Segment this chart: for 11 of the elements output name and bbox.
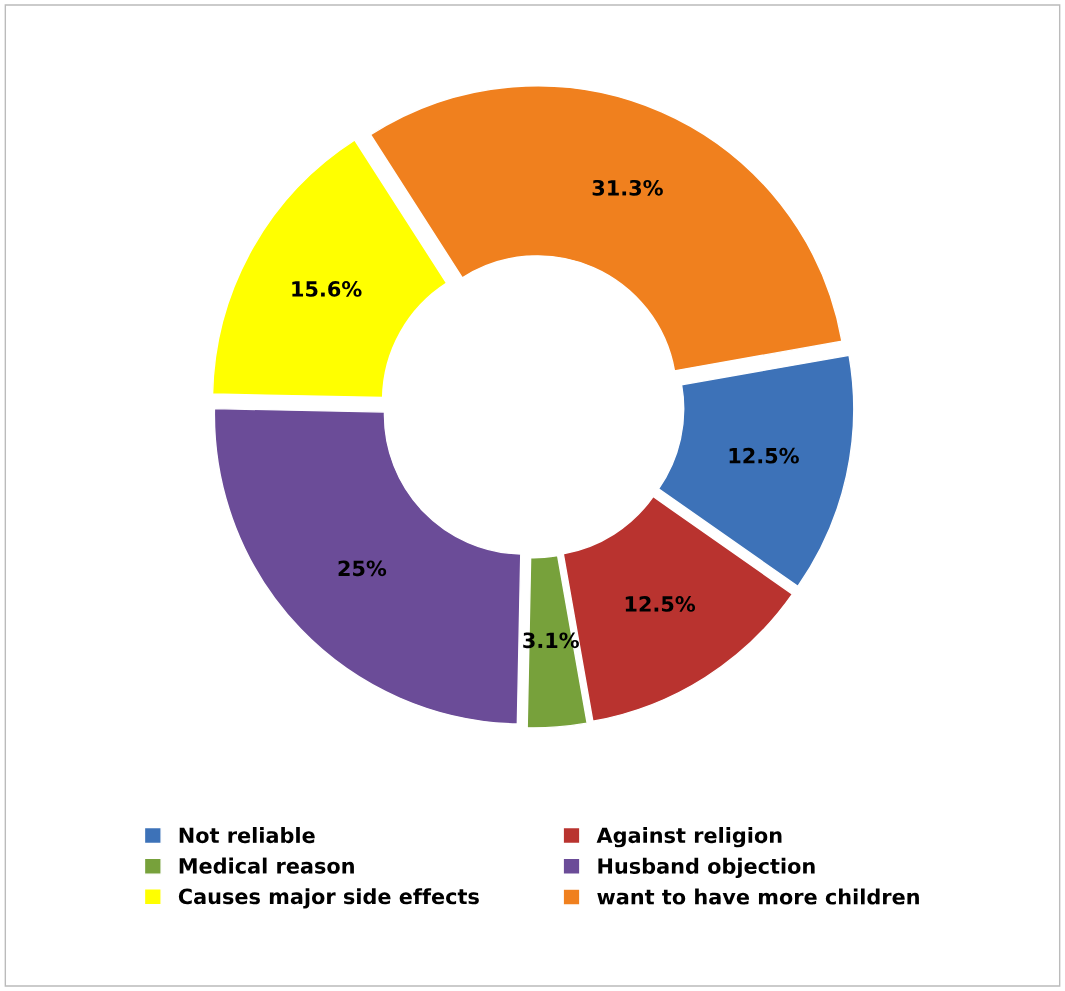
legend-label: Medical reason <box>179 857 354 874</box>
legend-label: Causes major side effects <box>178 888 479 909</box>
data-label: 12.5% <box>625 596 696 612</box>
data-label: 15.6% <box>292 281 362 297</box>
data-label: 25% <box>338 560 387 577</box>
legend-label: Not reliable <box>179 827 315 844</box>
data-label: 31.3% <box>592 179 663 196</box>
legend-label: Against religion <box>596 827 782 848</box>
legend-label: Husband objection <box>598 857 815 879</box>
data-label: 12.5% <box>729 447 799 464</box>
legend-label: want to have more children <box>597 888 919 905</box>
